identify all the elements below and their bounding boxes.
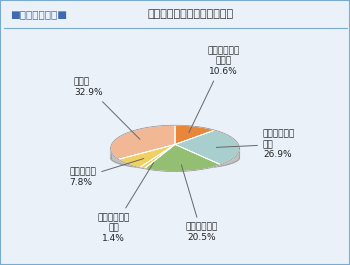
Text: 無回答
32.9%: 無回答 32.9% (74, 78, 140, 139)
Text: ■図３－３－２■: ■図３－３－２■ (10, 9, 68, 19)
Polygon shape (111, 148, 239, 170)
Text: かなり危険性
が高い
10.6%: かなり危険性 が高い 10.6% (189, 46, 239, 133)
Text: やや危険性が
高い
26.9%: やや危険性が 高い 26.9% (216, 130, 295, 159)
Polygon shape (139, 144, 175, 169)
Text: 危険性は全く
ない
1.4%: 危険性は全く ない 1.4% (97, 163, 154, 243)
Text: 今後の土砂災害の発生可能性: 今後の土砂災害の発生可能性 (147, 9, 233, 19)
Polygon shape (175, 130, 239, 165)
Polygon shape (144, 144, 220, 171)
Polygon shape (118, 144, 175, 168)
Text: わからない
7.8%: わからない 7.8% (69, 158, 144, 187)
Polygon shape (111, 125, 175, 159)
Text: 危険性は低い
20.5%: 危険性は低い 20.5% (181, 165, 217, 242)
Polygon shape (175, 125, 215, 144)
